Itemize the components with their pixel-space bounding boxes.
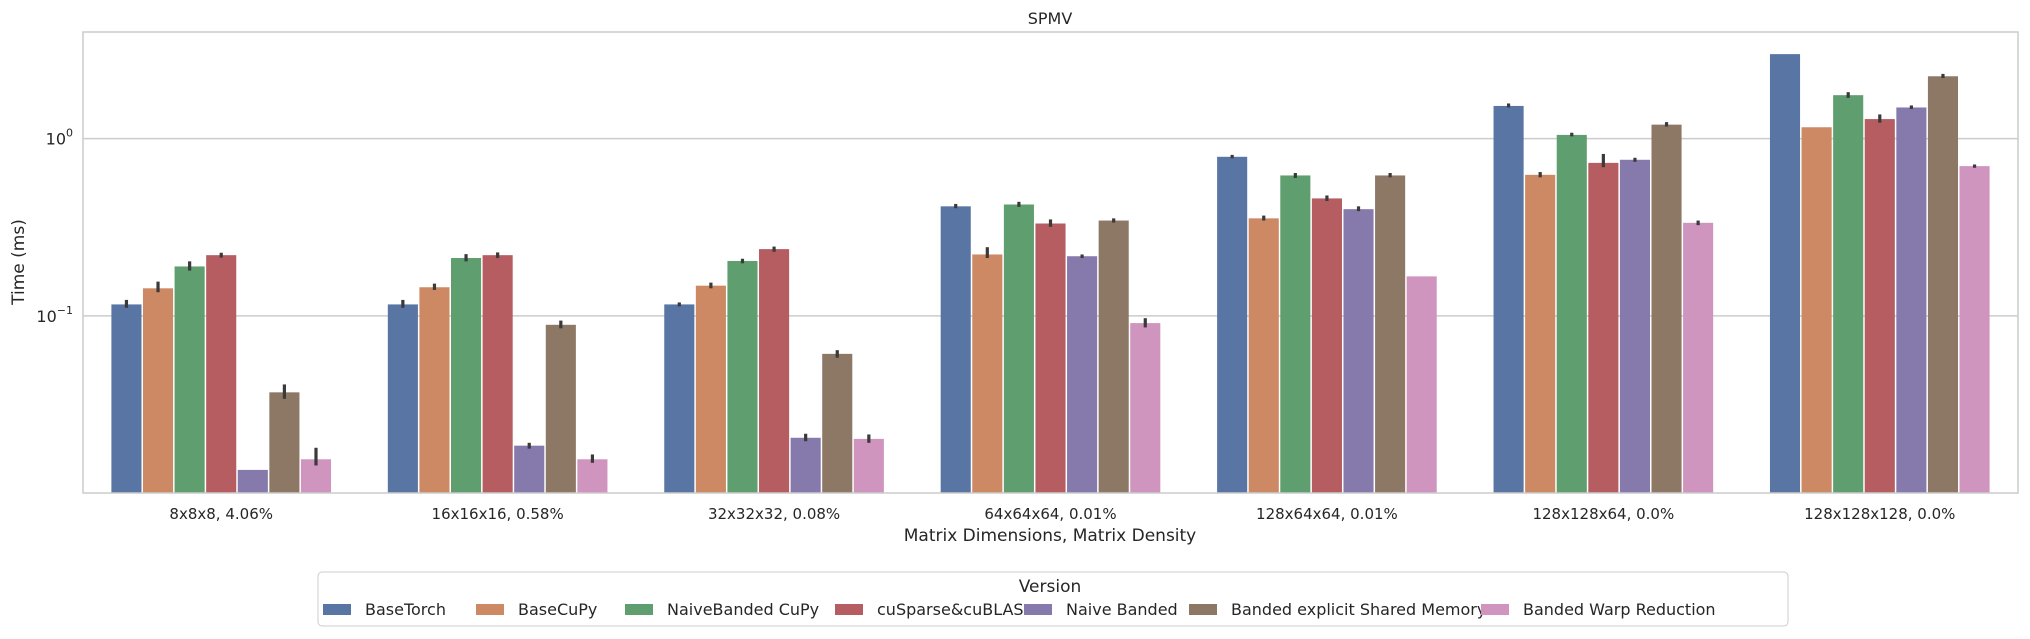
legend-label: Banded explicit Shared Memory <box>1231 600 1486 619</box>
chart-title: SPMV <box>1028 9 1073 28</box>
bar <box>790 437 821 493</box>
x-tick-label: 8x8x8, 4.06% <box>169 505 273 523</box>
x-tick-label: 128x64x64, 0.01% <box>1256 505 1398 523</box>
legend-swatch <box>835 604 863 615</box>
y-tick-label: 10−1 <box>36 304 73 326</box>
bar <box>1619 159 1650 493</box>
legend-swatch <box>1189 604 1217 615</box>
legend-label: Banded Warp Reduction <box>1523 600 1716 619</box>
legend-label: NaiveBanded CuPy <box>667 600 819 619</box>
bar <box>1959 166 1990 493</box>
x-tick-label: 64x64x64, 0.01% <box>984 505 1116 523</box>
bar <box>1098 220 1129 493</box>
bar <box>853 438 884 493</box>
bar <box>1896 107 1927 493</box>
bar <box>940 206 971 493</box>
bar <box>1556 134 1587 493</box>
bar <box>1035 223 1066 494</box>
bar <box>577 459 608 493</box>
x-tick-label: 32x32x32, 0.08% <box>708 505 840 523</box>
bar <box>1651 124 1682 493</box>
bar <box>727 260 758 493</box>
bar <box>1375 175 1406 493</box>
legend-title: Version <box>1019 577 1082 597</box>
bar <box>1864 119 1895 493</box>
bar <box>1217 156 1248 493</box>
bar <box>1801 127 1832 493</box>
bar <box>111 304 142 493</box>
bar <box>1003 204 1034 494</box>
legend-swatch <box>1024 604 1052 615</box>
bar <box>1248 218 1279 493</box>
plot-frame <box>82 31 2019 494</box>
bar <box>1927 76 1959 493</box>
x-tick-label: 128x128x128, 0.0% <box>1804 505 1955 523</box>
bar <box>387 304 418 493</box>
bars <box>111 54 1990 494</box>
bar <box>972 254 1003 493</box>
bar <box>1769 54 1801 493</box>
bar <box>695 285 726 493</box>
bar <box>269 392 300 493</box>
legend: Version BaseTorch BaseCuPy NaiveBanded CuP… <box>317 571 1789 627</box>
bar <box>451 258 482 493</box>
legend-swatch <box>1481 604 1509 615</box>
legend-label: BaseCuPy <box>518 600 597 619</box>
bar <box>545 324 576 493</box>
x-tick-label: 16x16x16, 0.58% <box>432 505 564 523</box>
bar <box>419 287 450 493</box>
y-axis-label: Time (ms) <box>9 219 29 306</box>
bar <box>1833 95 1864 494</box>
legend-swatch <box>625 604 653 615</box>
error-bars <box>124 73 1977 466</box>
x-tick-label: 128x128x64, 0.0% <box>1532 505 1674 523</box>
bar <box>1067 256 1098 493</box>
bar <box>1525 174 1556 494</box>
legend-label: BaseTorch <box>365 600 446 619</box>
legend-swatch <box>476 604 504 615</box>
bar <box>1343 209 1374 493</box>
bar <box>206 255 237 493</box>
bar <box>1406 276 1437 493</box>
bar <box>664 304 695 493</box>
y-tick-label: 100 <box>46 127 73 149</box>
bar <box>1683 222 1714 493</box>
legend-label: cuSparse&cuBLAS <box>877 600 1024 619</box>
bar <box>1493 105 1524 494</box>
legend-label: Naive Banded <box>1066 600 1178 619</box>
legend-swatch <box>323 604 351 615</box>
bar <box>174 266 205 493</box>
bar <box>142 288 174 493</box>
legend-frame <box>317 571 1789 627</box>
x-axis-label: Matrix Dimensions, Matrix Density <box>904 526 1197 546</box>
bar <box>237 469 268 493</box>
bar <box>1130 323 1161 493</box>
bar <box>1280 175 1311 493</box>
y-tick-labels: 10−1 100 <box>36 127 73 326</box>
bar <box>759 249 790 493</box>
legend-entries: BaseTorch BaseCuPy NaiveBanded CuPy cuSpars… <box>323 600 1716 619</box>
bar <box>482 255 513 493</box>
bar <box>514 445 545 493</box>
x-tick-labels: 8x8x8, 4.06% 16x16x16, 0.58% 32x32x32, 0.0… <box>169 505 1955 523</box>
bar <box>1311 198 1342 494</box>
bar <box>822 353 853 493</box>
bar <box>1588 162 1619 494</box>
